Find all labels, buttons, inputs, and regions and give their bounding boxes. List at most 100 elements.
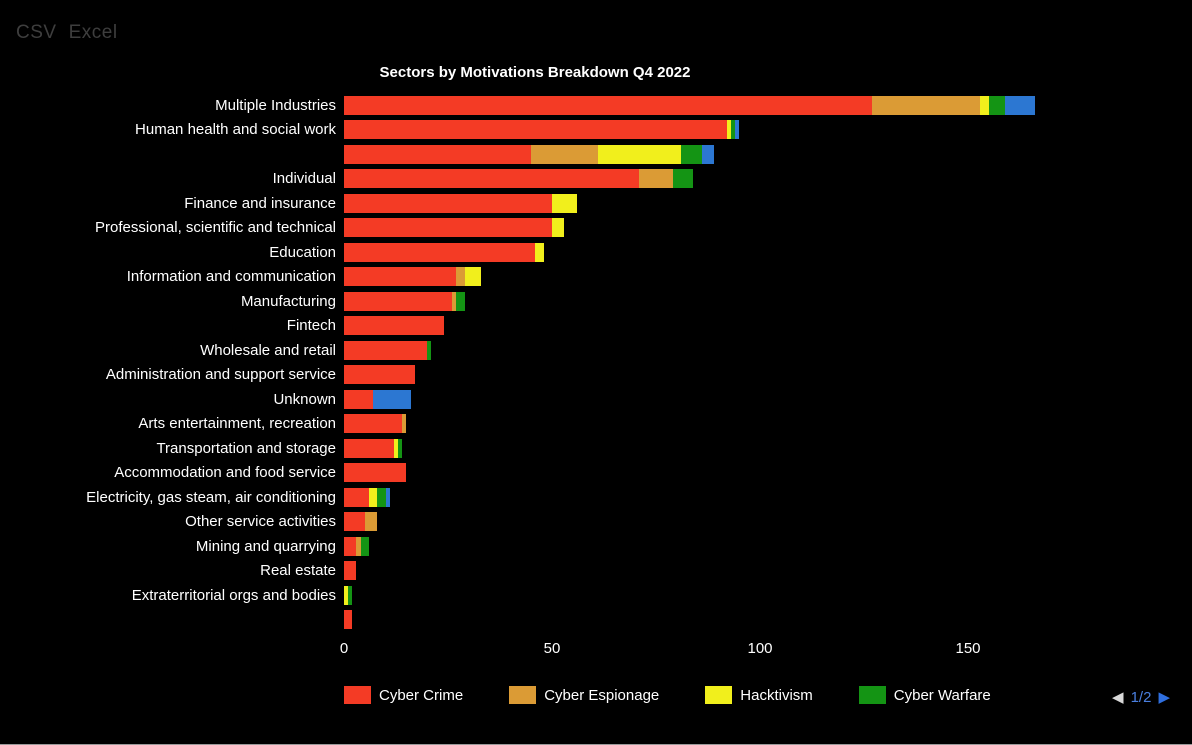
export-excel-button[interactable]: Excel: [68, 22, 118, 43]
bar-segment[interactable]: [344, 95, 873, 115]
chart-row: Manufacturing: [0, 289, 1184, 314]
bar-segment[interactable]: [356, 536, 361, 556]
bar-segment[interactable]: [735, 120, 740, 140]
chart-row: Wholesale and retail: [0, 338, 1184, 363]
bar-segment[interactable]: [344, 512, 365, 532]
bar-segment[interactable]: [344, 242, 536, 262]
category-label: Transportation and storage: [156, 439, 336, 457]
bar-segment[interactable]: [552, 193, 577, 213]
bar-segment[interactable]: [344, 438, 394, 458]
bar-segment[interactable]: [531, 144, 598, 164]
bar-segment[interactable]: [452, 291, 457, 311]
bar-segment[interactable]: [398, 438, 403, 458]
chart-rows: Multiple Industries Human health and soci…: [0, 93, 1184, 632]
bar-segment[interactable]: [402, 414, 407, 434]
chart-row: Other service activities: [0, 510, 1184, 535]
bar-segment[interactable]: [344, 389, 374, 409]
category-label: Human health and social work: [135, 121, 336, 139]
chart-row: Human health and social work: [0, 118, 1184, 143]
bar-segment[interactable]: [464, 267, 482, 287]
bar-track: [344, 438, 1184, 458]
bar-segment[interactable]: [988, 95, 1006, 115]
category-label: Fintech: [286, 317, 336, 335]
export-csv-button[interactable]: CSV: [16, 22, 57, 43]
bar-track: [344, 389, 1184, 409]
bar-track: [344, 585, 1184, 605]
bar-segment[interactable]: [368, 487, 378, 507]
legend-item[interactable]: Cyber Crime: [344, 686, 463, 704]
chart-row: Arts entertainment, recreation: [0, 412, 1184, 437]
bar-track: [344, 291, 1184, 311]
bar-segment[interactable]: [344, 193, 552, 213]
legend-swatch-icon: [509, 686, 537, 704]
chart-title: Sectors by Motivations Breakdown Q4 2022: [379, 64, 691, 81]
category-label: Information and communication: [126, 268, 336, 286]
bar-segment[interactable]: [344, 610, 353, 630]
legend-swatch-icon: [344, 686, 371, 704]
bar-segment[interactable]: [344, 414, 403, 434]
bar-segment[interactable]: [344, 561, 357, 581]
bar-segment[interactable]: [597, 144, 681, 164]
bar-segment[interactable]: [1005, 95, 1035, 115]
bar-segment[interactable]: [364, 512, 378, 532]
bar-segment[interactable]: [552, 218, 565, 238]
bar-segment[interactable]: [344, 340, 428, 360]
bar-track: [344, 267, 1184, 287]
legend-item[interactable]: Cyber Espionage: [509, 686, 659, 704]
bar-segment[interactable]: [726, 120, 731, 140]
category-label: Real estate: [260, 562, 336, 580]
bar-segment[interactable]: [344, 169, 640, 189]
category-label: Arts entertainment, recreation: [138, 415, 336, 433]
next-page-icon[interactable]: ▶: [1158, 689, 1170, 706]
bar-segment[interactable]: [456, 267, 465, 287]
bar-track: [344, 340, 1184, 360]
bar-segment[interactable]: [348, 585, 353, 605]
legend: Cyber Crime Cyber Espionage Hacktivism Cybe…: [344, 686, 991, 704]
bar-segment[interactable]: [344, 218, 552, 238]
bar-segment[interactable]: [377, 487, 386, 507]
legend-item[interactable]: Cyber Warfare: [858, 686, 991, 704]
bar-segment[interactable]: [344, 463, 407, 483]
chart-row: Administration and support service: [0, 363, 1184, 388]
bar-track: [344, 193, 1184, 213]
bar-segment[interactable]: [980, 95, 989, 115]
bar-segment[interactable]: [344, 365, 415, 385]
chart-row: Professional, scientific and technical: [0, 216, 1184, 241]
bar-track: [344, 169, 1184, 189]
bar-segment[interactable]: [730, 120, 736, 140]
bar-segment[interactable]: [344, 267, 457, 287]
bar-track: [344, 218, 1184, 238]
bar-track: [344, 365, 1184, 385]
prev-page-icon[interactable]: ◀: [1112, 689, 1124, 706]
bar-segment[interactable]: [344, 144, 532, 164]
bar-segment[interactable]: [360, 536, 369, 556]
bar-segment[interactable]: [344, 120, 727, 140]
bar-segment[interactable]: [344, 487, 369, 507]
bar-segment[interactable]: [680, 144, 702, 164]
bar-segment[interactable]: [344, 291, 453, 311]
legend-item[interactable]: Hacktivism: [705, 686, 813, 704]
x-tick-label: 100: [747, 640, 773, 657]
category-label: Manufacturing: [240, 292, 336, 310]
category-label: Finance and insurance: [184, 194, 336, 212]
bar-segment[interactable]: [872, 95, 981, 115]
x-axis: 0 50 100 150: [340, 640, 1192, 660]
bar-segment[interactable]: [385, 487, 390, 507]
category-label: Unknown: [273, 390, 336, 408]
bar-segment[interactable]: [639, 169, 673, 189]
chart-row: Transportation and storage: [0, 436, 1184, 461]
bar-segment[interactable]: [672, 169, 694, 189]
bar-segment[interactable]: [344, 536, 357, 556]
bar-segment[interactable]: [427, 340, 432, 360]
legend-label: Cyber Espionage: [544, 686, 660, 704]
category-label: Other service activities: [185, 513, 336, 531]
bar-segment[interactable]: [456, 291, 465, 311]
bar-segment[interactable]: [535, 242, 544, 262]
chart-row: [0, 608, 1184, 633]
bar-segment[interactable]: [393, 438, 399, 458]
bar-segment[interactable]: [701, 144, 715, 164]
bar-segment[interactable]: [344, 316, 444, 336]
chart-row: [0, 142, 1184, 167]
bar-segment[interactable]: [373, 389, 411, 409]
bar-segment[interactable]: [344, 585, 349, 605]
